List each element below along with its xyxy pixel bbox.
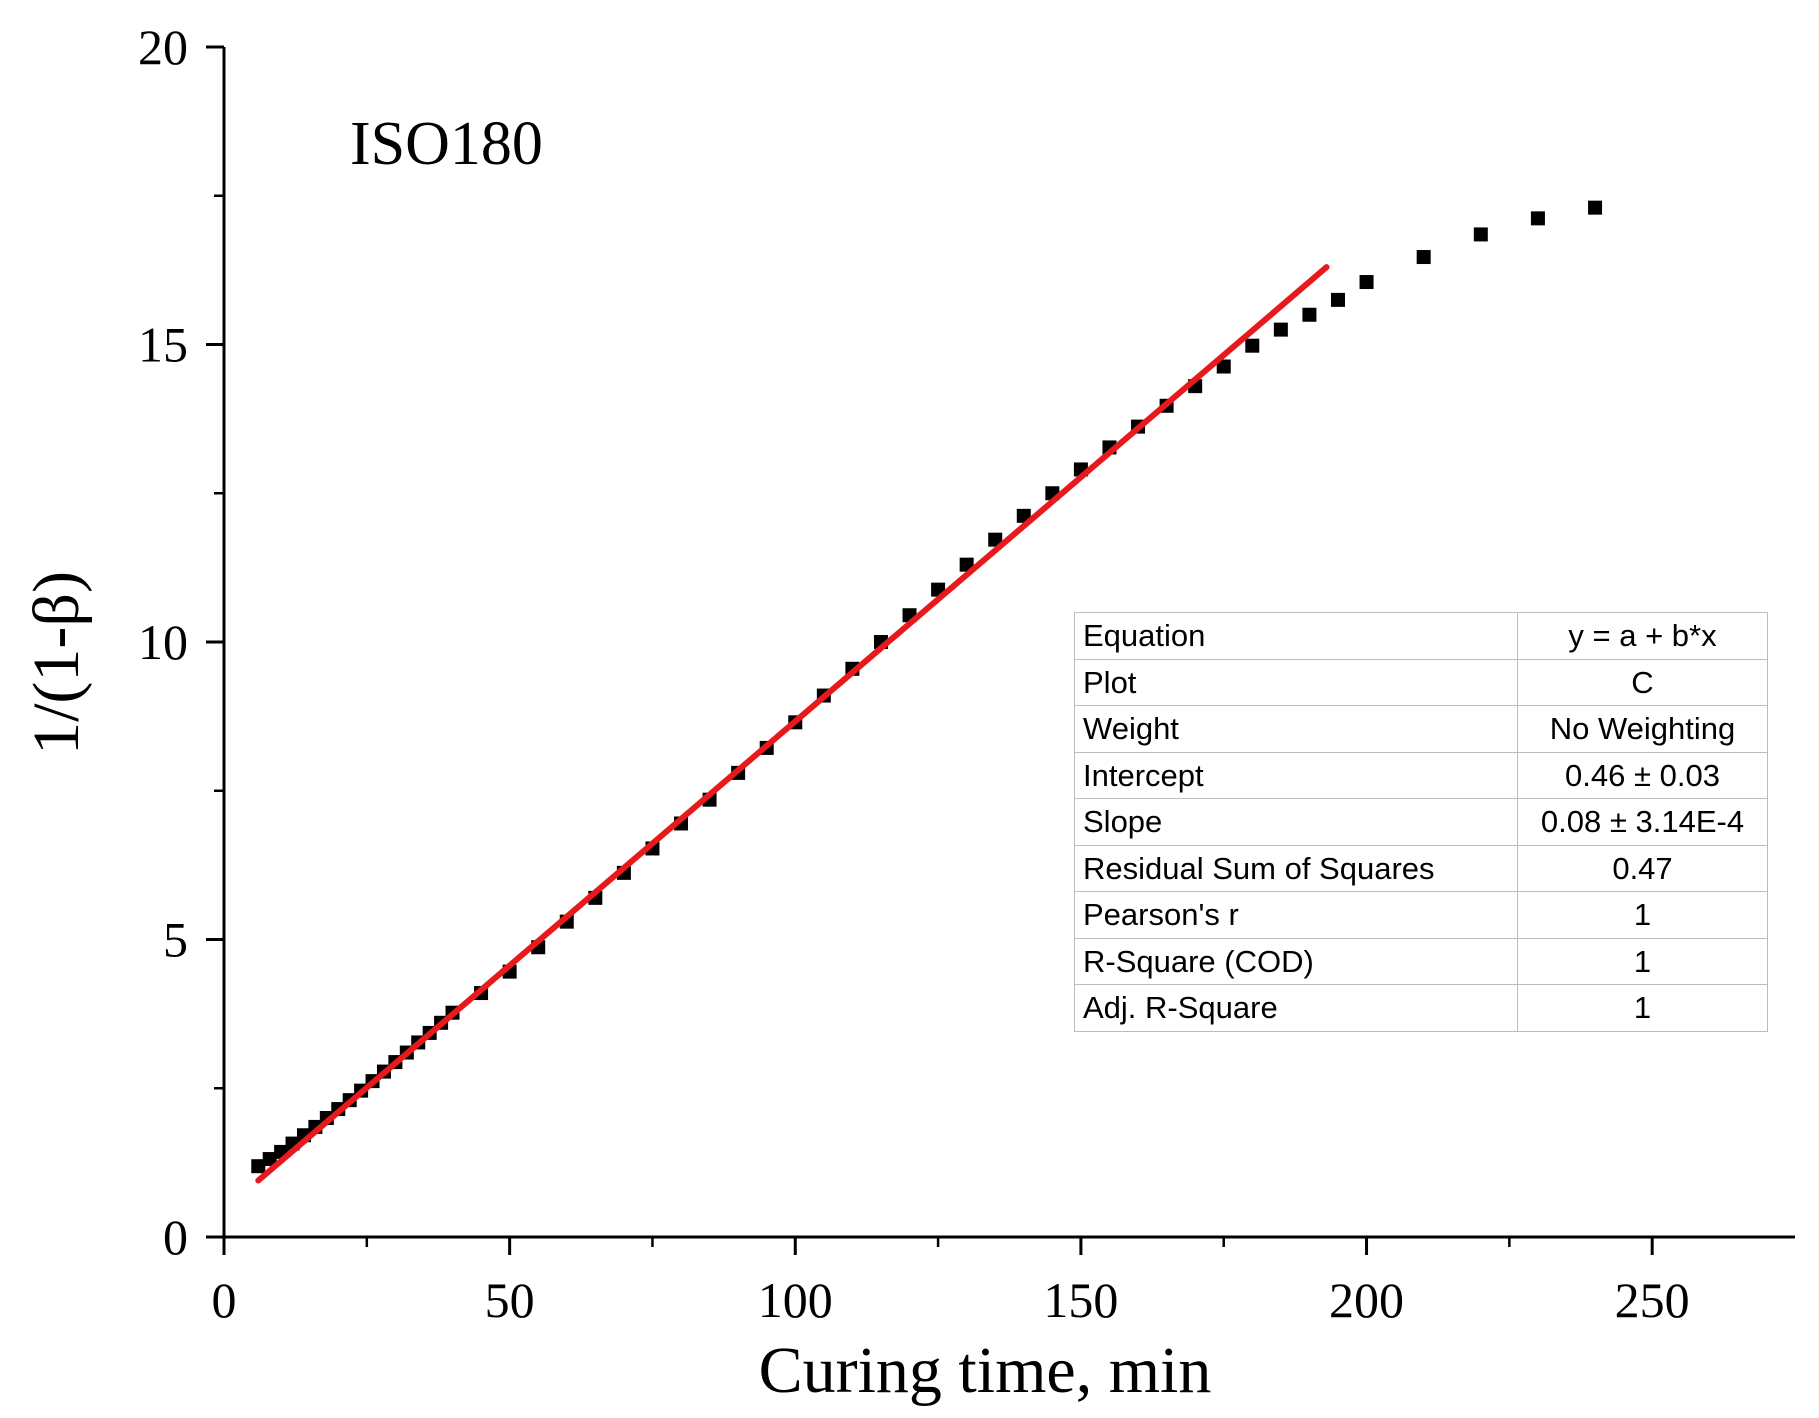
fit-table-row: R-Square (COD) 1 [1074, 937, 1768, 985]
fit-table-value: y = a + b*x [1517, 612, 1768, 660]
data-point [1530, 211, 1545, 226]
x-tick-label: 150 [1043, 1272, 1118, 1328]
y-tick-label: 5 [163, 912, 188, 968]
fit-table-key: Equation [1074, 612, 1518, 660]
fit-table-key: Plot [1074, 658, 1518, 706]
data-point [1273, 322, 1288, 337]
x-tick-label: 250 [1615, 1272, 1690, 1328]
x-tick-label: 200 [1329, 1272, 1404, 1328]
fit-table-key: Slope [1074, 798, 1518, 846]
y-tick-label: 15 [138, 317, 188, 373]
data-point [1359, 275, 1374, 290]
fit-table-row: Intercept 0.46 ± 0.03 [1074, 751, 1768, 799]
y-axis-title: 1/(1-β) [20, 571, 93, 755]
fit-table-row: Residual Sum of Squares 0.47 [1074, 844, 1768, 892]
data-point [988, 532, 1003, 547]
fit-table-key: R-Square (COD) [1074, 937, 1518, 985]
fit-table-row: Weight No Weighting [1074, 705, 1768, 753]
x-tick-label: 50 [485, 1272, 535, 1328]
data-point [1473, 227, 1488, 242]
fit-table-row: Slope 0.08 ± 3.14E-4 [1074, 798, 1768, 846]
fit-table-key: Adj. R-Square [1074, 984, 1518, 1032]
fit-table-value: 1 [1517, 937, 1768, 985]
fit-table-value: 1 [1517, 984, 1768, 1032]
data-point [1245, 338, 1260, 353]
fit-table-key: Weight [1074, 705, 1518, 753]
data-point [1416, 250, 1431, 265]
fit-table-value: No Weighting [1517, 705, 1768, 753]
fit-table-value: 0.46 ± 0.03 [1517, 751, 1768, 799]
fit-table-value: 0.47 [1517, 844, 1768, 892]
fit-table-row: Equation y = a + b*x [1074, 612, 1768, 660]
y-tick-label: 0 [163, 1209, 188, 1265]
data-point [251, 1159, 266, 1174]
fit-table-value: C [1517, 658, 1768, 706]
fit-results-table: Equation y = a + b*x Plot C Weight No Weighti… [1074, 612, 1768, 1032]
fit-table-key: Intercept [1074, 751, 1518, 799]
fit-table-key: Residual Sum of Squares [1074, 844, 1518, 892]
fit-line [255, 264, 1330, 1184]
fit-table-row: Plot C [1074, 658, 1768, 706]
y-tick-label: 10 [138, 614, 188, 670]
axes: 0 50 100 150 200 250 0 5 10 15 20 [138, 19, 1795, 1328]
data-point [1330, 292, 1345, 307]
fit-line-group [255, 264, 1330, 1184]
x-tick-label: 100 [758, 1272, 833, 1328]
data-point [1588, 200, 1603, 215]
data-point [1302, 307, 1317, 322]
fit-table-key: Pearson's r [1074, 891, 1518, 939]
fit-table-row: Adj. R-Square 1 [1074, 984, 1768, 1032]
x-axis-title: Curing time, min [759, 1334, 1212, 1407]
fit-table-value: 1 [1517, 891, 1768, 939]
x-tick-label: 0 [212, 1272, 237, 1328]
panel-label: ISO180 [350, 110, 543, 178]
data-point [1216, 359, 1231, 374]
fit-table-value: 0.08 ± 3.14E-4 [1517, 798, 1768, 846]
y-tick-label: 20 [138, 19, 188, 75]
data-point [262, 1152, 277, 1167]
